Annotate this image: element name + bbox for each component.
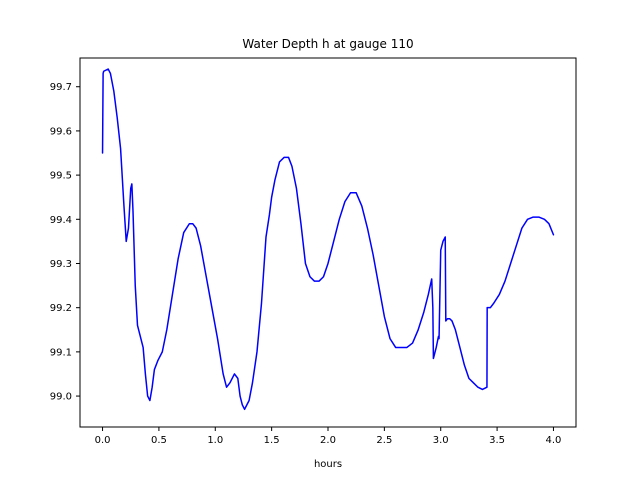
- chart-title: Water Depth h at gauge 110: [242, 37, 413, 51]
- x-axis-ticks: 0.0 0.5 1.0 1.5 2.0 2.5 3.0 3.5 4.0: [95, 427, 562, 446]
- x-tick-label: 0.0: [95, 435, 111, 446]
- x-tick-label: 2.5: [376, 435, 392, 446]
- x-tick-label: 3.5: [489, 435, 505, 446]
- x-tick-label: 1.5: [264, 435, 280, 446]
- y-tick-label: 99.1: [50, 347, 72, 358]
- y-tick-label: 99.3: [50, 259, 72, 270]
- y-tick-label: 99.0: [50, 392, 72, 403]
- y-tick-label: 99.6: [50, 126, 72, 137]
- y-tick-label: 99.2: [50, 303, 72, 314]
- x-tick-label: 4.0: [546, 435, 562, 446]
- x-axis-title: hours: [314, 459, 342, 470]
- x-tick-label: 2.0: [320, 435, 336, 446]
- x-tick-label: 1.0: [207, 435, 223, 446]
- series-line-0: [101, 68, 555, 411]
- y-tick-label: 99.4: [50, 215, 72, 226]
- x-tick-label: 3.0: [433, 435, 449, 446]
- series-layer: [101, 68, 555, 411]
- y-tick-label: 99.7: [50, 82, 72, 93]
- y-axis-ticks: 99.0 99.1 99.2 99.3 99.4 99.5 99.6 99.7: [50, 82, 80, 403]
- plot-frame: [79, 57, 577, 428]
- y-tick-label: 99.5: [50, 171, 72, 182]
- x-tick-label: 0.5: [151, 435, 167, 446]
- plot-area: [80, 58, 576, 427]
